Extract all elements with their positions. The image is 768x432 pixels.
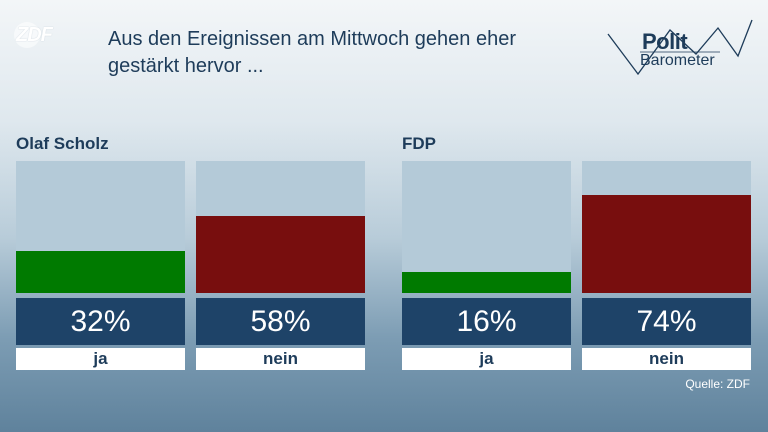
bar-nein	[196, 216, 365, 293]
bar-background	[402, 161, 571, 293]
value-label: 32%	[16, 298, 185, 345]
category-label: ja	[16, 348, 185, 370]
politbarometer-logo: Polit Barometer	[600, 12, 760, 82]
bar-background	[582, 161, 751, 293]
source-label: Quelle: ZDF	[685, 377, 750, 391]
value-label: 16%	[402, 298, 571, 345]
bar-ja	[402, 271, 571, 293]
brand-polit: Polit	[642, 29, 688, 54]
value-label: 58%	[196, 298, 365, 345]
chart-title: Olaf Scholz	[16, 134, 109, 153]
zdf-logo-circle	[14, 22, 40, 48]
bar-ja	[16, 250, 185, 293]
category-label: nein	[582, 348, 751, 370]
category-label: nein	[196, 348, 365, 370]
category-label: ja	[402, 348, 571, 370]
politbarometer-graph-icon	[607, 19, 753, 76]
bar-nein	[582, 195, 751, 293]
headline: Aus den Ereignissen am Mittwoch gehen eh…	[108, 28, 517, 77]
value-label: 74%	[582, 298, 751, 345]
zdf-logo-text: ZDF	[16, 24, 53, 46]
bar-background	[16, 161, 185, 293]
zdf-logo: ZDF	[14, 22, 78, 50]
bar-background	[196, 161, 365, 293]
chart-title: FDP	[402, 134, 436, 153]
brand-barometer: Barometer	[640, 52, 715, 69]
